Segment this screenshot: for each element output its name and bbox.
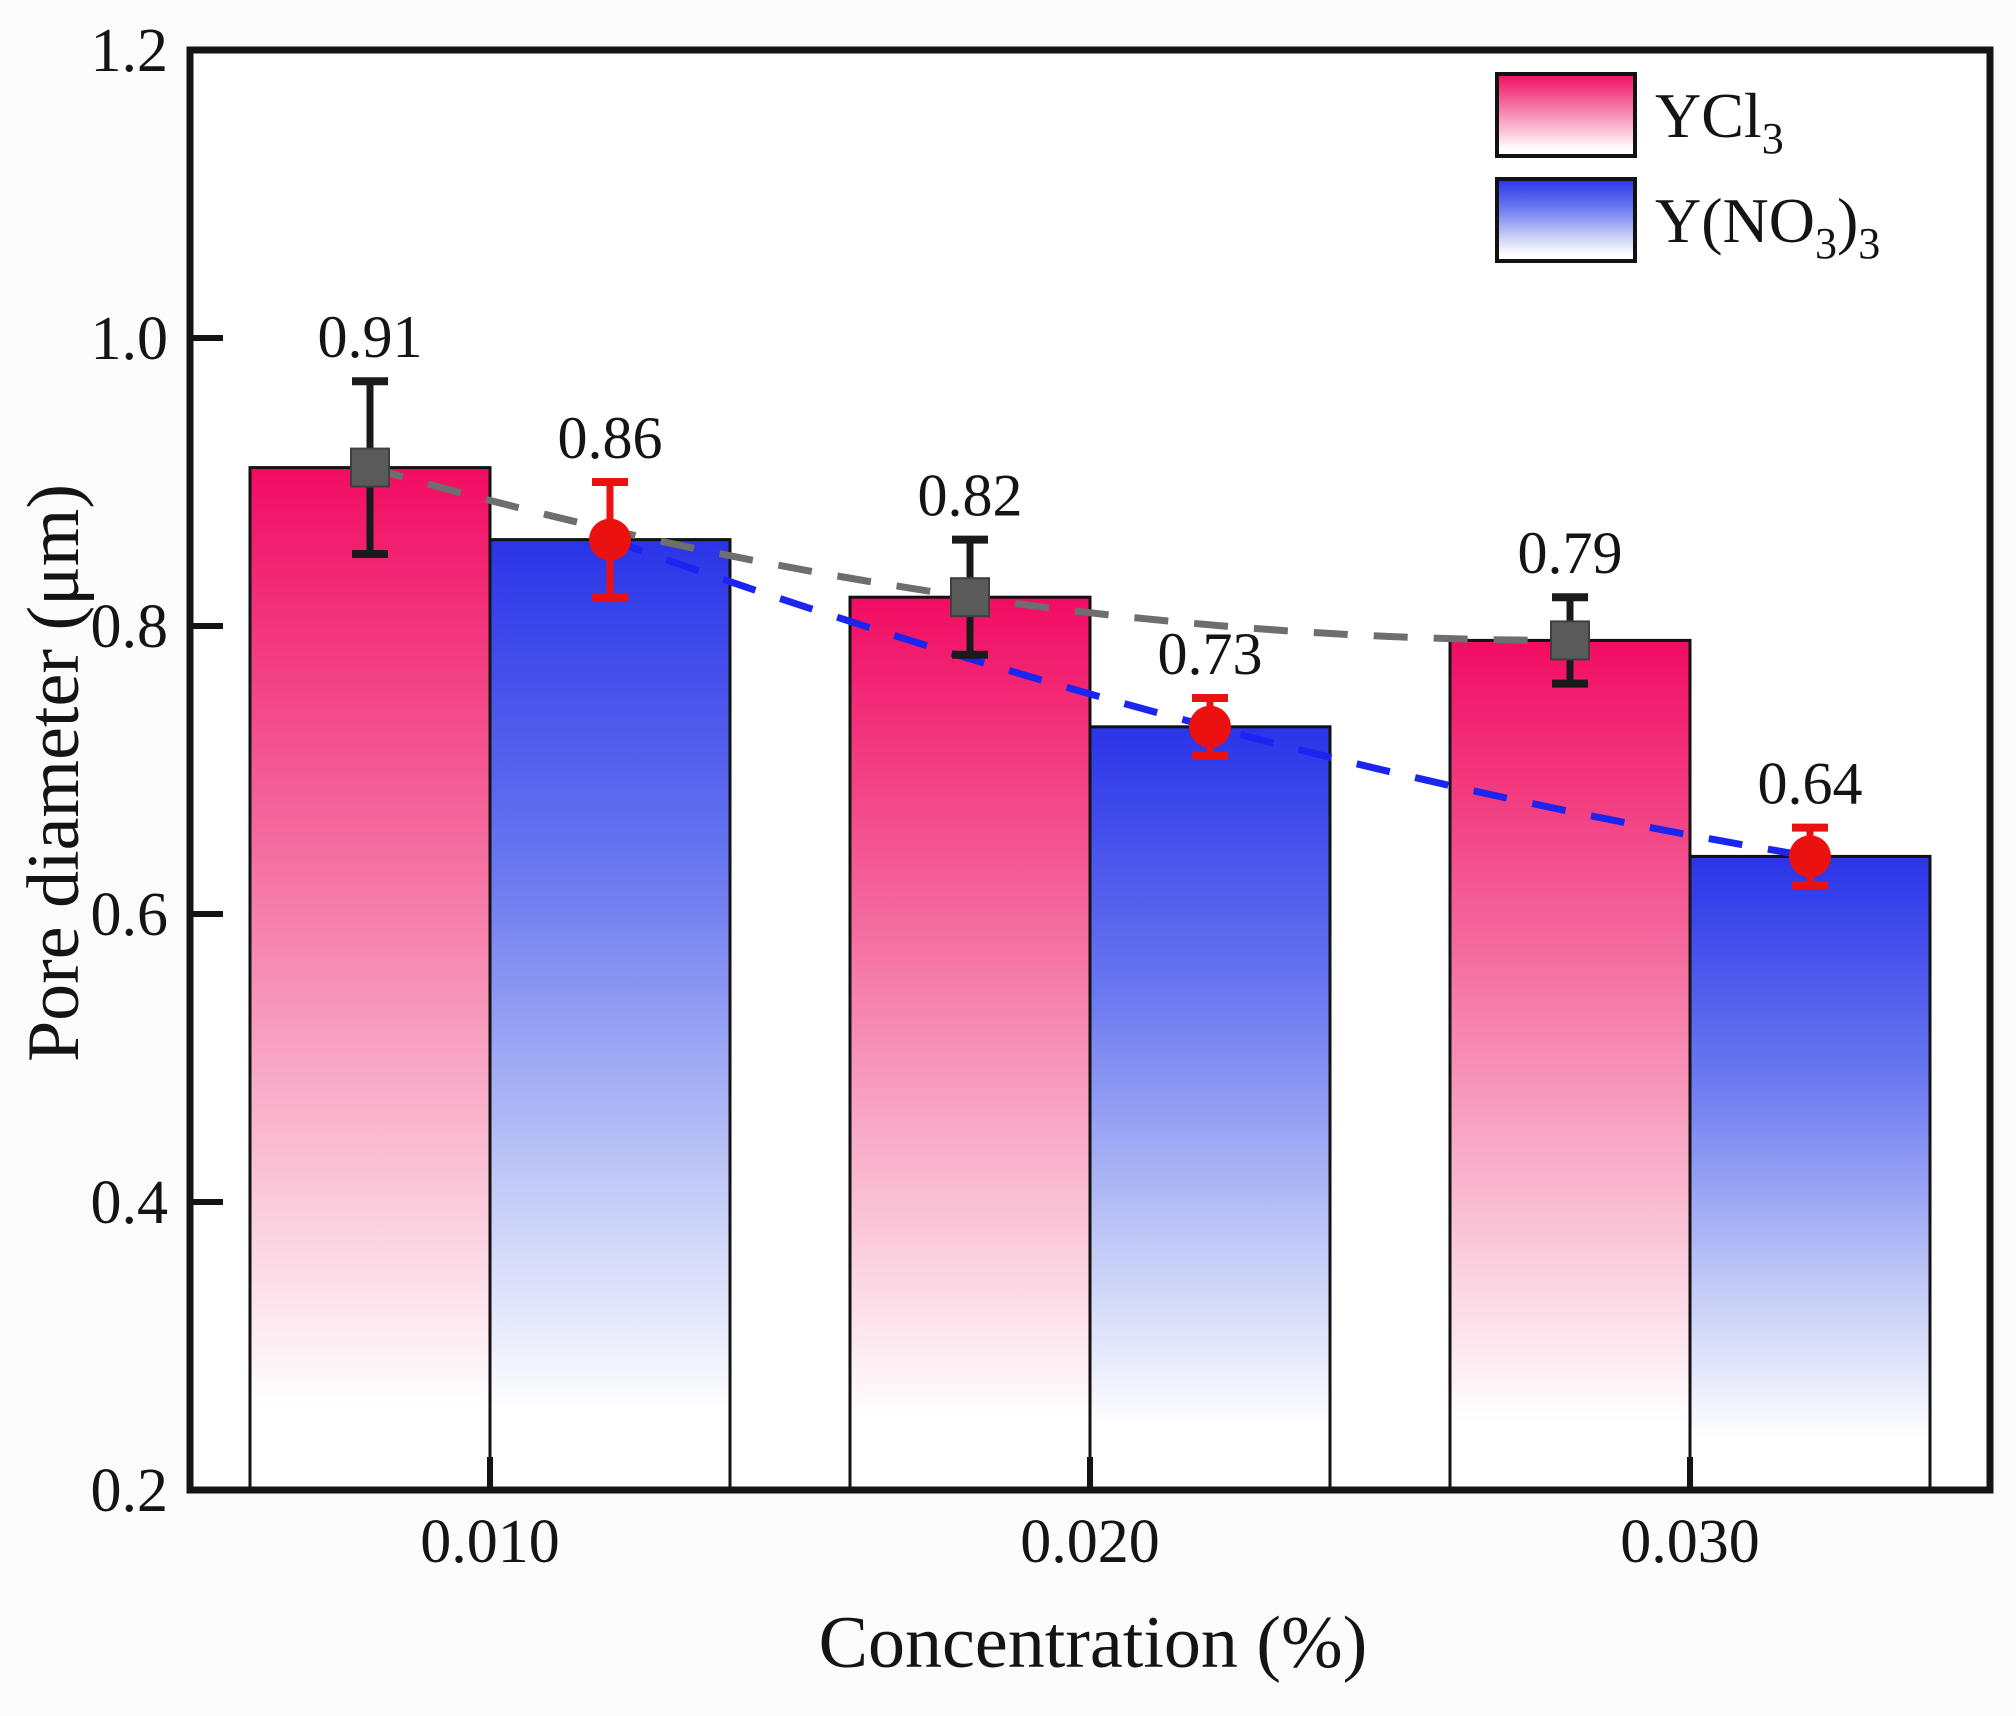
square-marker [1550, 620, 1590, 661]
y-axis-title: Pore diameter (μm) [13, 483, 95, 1063]
y-tick-label: 1.0 [91, 305, 169, 373]
x-axis-title: Concentration (%) [818, 1602, 1368, 1684]
y-tick-label: 0.6 [91, 881, 169, 949]
bar-Y(NO3)3-0.010 [488, 538, 732, 1492]
legend-label-YCl3: YCl3 [1655, 80, 1784, 163]
y-tick-label: 1.2 [91, 17, 169, 85]
data-label-Y(NO3)3-0.010: 0.86 [558, 405, 663, 471]
error-bar-Y(NO3)3-0.030 [1789, 823, 1831, 890]
data-label-YCl3-0.010: 0.91 [318, 304, 423, 370]
circle-marker [1189, 705, 1231, 748]
bar-YCl3-0.010 [248, 466, 492, 1492]
data-label-Y(NO3)3-0.020: 0.73 [1158, 621, 1263, 687]
error-bar-YCl3-0.030 [1550, 593, 1590, 688]
error-bar-YCl3-0.010 [350, 377, 390, 558]
y-tick-label: 0.4 [91, 1169, 169, 1237]
plot-border [186, 46, 1994, 1494]
legend-swatch-YCl3 [1495, 72, 1637, 158]
x-tick-label: 0.030 [1620, 1508, 1760, 1576]
bar-YCl3-0.030 [1448, 638, 1692, 1492]
data-label-Y(NO3)3-0.030: 0.64 [1758, 751, 1863, 817]
circle-marker [589, 518, 631, 561]
bar-YCl3-0.020 [848, 595, 1092, 1492]
legend: YCl3 Y(NO3)3 [1495, 72, 1880, 268]
y-tick-label: 0.8 [91, 593, 169, 661]
bar-Y(NO3)3-0.030 [1688, 854, 1932, 1492]
y-tick-label: 0.2 [91, 1457, 169, 1525]
circle-marker [1789, 835, 1831, 878]
x-tick-label: 0.020 [1020, 1508, 1160, 1576]
square-marker [950, 577, 990, 618]
legend-label-Y(NO3)3: Y(NO3)3 [1655, 185, 1880, 268]
x-tick-label: 0.010 [420, 1508, 560, 1576]
error-bar-Y(NO3)3-0.010 [589, 478, 631, 602]
legend-swatch-Y(NO3)3 [1495, 177, 1637, 263]
error-bar-YCl3-0.020 [950, 535, 990, 659]
data-label-YCl3-0.030: 0.79 [1518, 520, 1623, 586]
error-bar-Y(NO3)3-0.020 [1189, 694, 1231, 760]
square-marker [350, 447, 390, 488]
data-label-YCl3-0.020: 0.82 [918, 463, 1023, 529]
bar-Y(NO3)3-0.020 [1088, 725, 1332, 1492]
